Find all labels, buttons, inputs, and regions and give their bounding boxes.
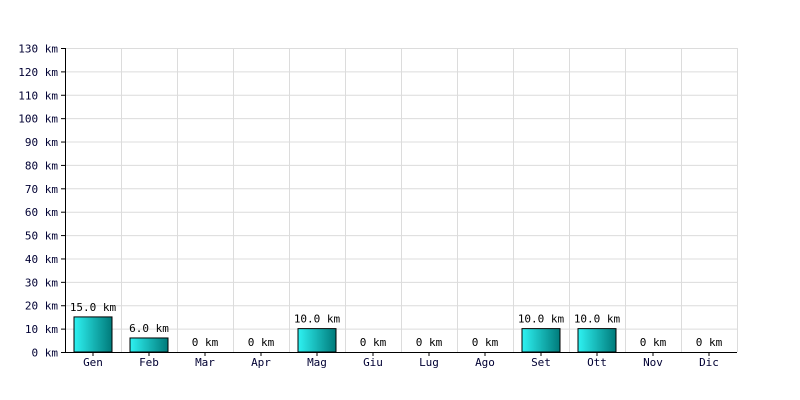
data-label-feb: 6.0 km [129, 322, 169, 335]
bar-feb [129, 337, 169, 353]
data-label-lug: 0 km [416, 336, 443, 349]
data-label-ott: 10.0 km [574, 313, 621, 326]
y-tick-label: 0 km [32, 347, 59, 360]
x-tick-label: Mar [195, 356, 215, 369]
y-tick-label: 10 km [25, 323, 58, 336]
bars [73, 316, 617, 353]
x-tick-label: Nov [643, 356, 663, 369]
data-label-set: 10.0 km [518, 313, 565, 326]
bar-ott [577, 328, 617, 353]
x-tick-label: Giu [363, 356, 383, 369]
grid [65, 48, 738, 352]
x-tick-label: Feb [139, 356, 159, 369]
x-tick-label: Ott [587, 356, 607, 369]
y-tick-label: 40 km [25, 253, 58, 266]
y-tick-label: 110 km [18, 89, 58, 102]
y-tick-label: 90 km [25, 136, 58, 149]
x-tick-label: Set [531, 356, 551, 369]
data-label-mar: 0 km [192, 336, 219, 349]
y-tick-label: 20 km [25, 300, 58, 313]
data-label-gen: 15.0 km [70, 301, 117, 314]
x-tick-label: Ago [475, 356, 495, 369]
bar-gen [73, 316, 113, 353]
x-tick-label: Gen [83, 356, 103, 369]
data-label-ago: 0 km [472, 336, 499, 349]
data-label-mag: 10.0 km [294, 313, 341, 326]
y-tick-label: 100 km [18, 113, 58, 126]
y-tick-label: 130 km [18, 43, 58, 56]
bar-set [521, 328, 561, 353]
x-tick-label: Mag [307, 356, 327, 369]
data-label-dic: 0 km [696, 336, 723, 349]
y-tick-label: 50 km [25, 230, 58, 243]
y-tick-label: 60 km [25, 206, 58, 219]
bar-mag [297, 328, 337, 353]
x-tick-label: Lug [419, 356, 439, 369]
x-tick-label: Apr [251, 356, 271, 369]
data-label-giu: 0 km [360, 336, 387, 349]
y-tick-label: 30 km [25, 276, 58, 289]
data-label-nov: 0 km [640, 336, 667, 349]
y-tick-label: 80 km [25, 159, 58, 172]
x-tick-label: Dic [699, 356, 719, 369]
labels: 0 km 10 km 20 km 30 km 40 km 50 km 60 km 70 km 8… [18, 43, 722, 370]
y-tick-label: 120 km [18, 66, 58, 79]
axes [61, 48, 737, 356]
data-label-apr: 0 km [248, 336, 275, 349]
y-tick-label: 70 km [25, 183, 58, 196]
